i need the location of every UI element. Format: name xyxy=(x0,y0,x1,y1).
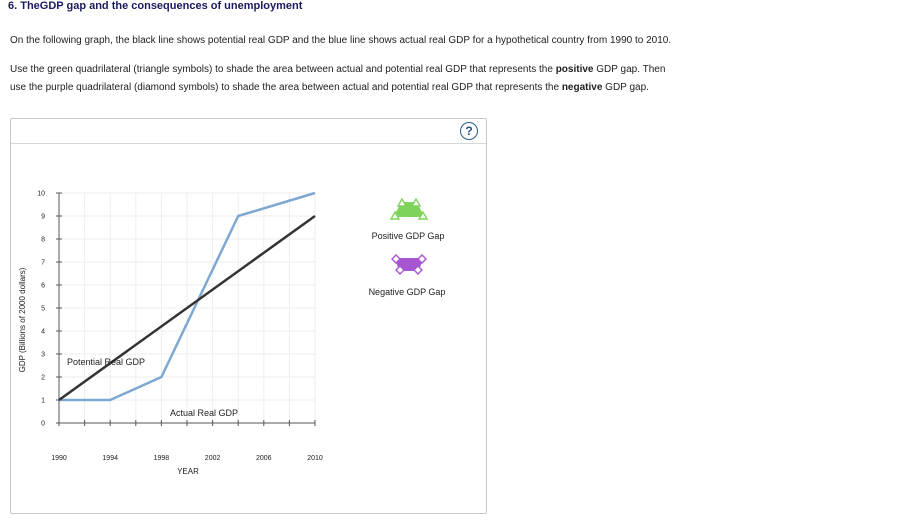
graph-header: ? xyxy=(11,119,486,144)
potential-gdp-line xyxy=(58,214,316,402)
diamond-symbol xyxy=(391,254,401,264)
series xyxy=(58,191,316,402)
x-tick-label: 1994 xyxy=(102,455,118,462)
positive-gap-label: Positive GDP Gap xyxy=(372,231,445,241)
diamond-symbol xyxy=(395,265,405,275)
x-tick-label: 2010 xyxy=(307,455,323,462)
diamond-symbol xyxy=(413,265,423,275)
grid xyxy=(58,192,316,424)
instruction-text: use the purple quadrilateral (diamond sy… xyxy=(10,82,562,93)
x-axis-title: YEAR xyxy=(177,467,199,476)
y-tick-label: 4 xyxy=(41,329,45,336)
diamond-symbol xyxy=(417,254,427,264)
x-tick-label: 1998 xyxy=(154,455,170,462)
y-tick-label: 2 xyxy=(41,375,45,382)
y-axis-title: GDP (Billions of 2000 dollars) xyxy=(18,267,27,372)
instruction-text: GDP gap. xyxy=(602,82,649,93)
y-tick-label: 9 xyxy=(41,214,45,221)
positive-emphasis: positive xyxy=(555,64,594,75)
labels: Potential Real GDP Actual Real GDP xyxy=(67,357,238,418)
instruction-text: GDP gap. Then xyxy=(593,64,666,75)
y-tick-label: 10 xyxy=(37,191,45,198)
instruction-text: Use the green quadrilateral (triangle sy… xyxy=(10,64,556,75)
legend[interactable]: Positive GDP Gap Negative GDP Gap xyxy=(369,197,446,297)
instruction-line-1: Use the green quadrilateral (triangle sy… xyxy=(10,64,665,75)
x-tick-label: 2002 xyxy=(205,455,221,462)
intro-text: On the following graph, the black line s… xyxy=(10,35,672,46)
actual-gdp-line xyxy=(59,191,316,402)
triangle-symbol xyxy=(417,210,429,220)
triangle-symbol xyxy=(389,210,401,220)
help-icon[interactable]: ? xyxy=(460,122,478,140)
triangle-symbol xyxy=(410,197,422,207)
triangle-symbol xyxy=(396,197,408,207)
y-tick-label: 3 xyxy=(41,352,45,359)
y-tick-label: 1 xyxy=(41,398,45,405)
y-tick-label: 7 xyxy=(41,260,45,267)
negative-gap-label: Negative GDP Gap xyxy=(369,287,446,297)
axes: 0 1 2 3 4 5 6 7 8 9 10 1990 1994 1998 2002 2006 2010 YEAR… xyxy=(18,191,323,477)
y-tick-label: 5 xyxy=(41,306,45,313)
graph-panel: ? 0 1 2 3 4 5 6 7 8 9 10 1990 1994 1998 2002 2006 2010 YE… xyxy=(10,118,487,514)
y-tick-label: 6 xyxy=(41,283,45,290)
x-tick-label: 1990 xyxy=(51,455,67,462)
negative-emphasis: negative xyxy=(561,82,603,93)
gdp-chart: 0 1 2 3 4 5 6 7 8 9 10 1990 1994 1998 2002 2006 2010 YEAR… xyxy=(18,191,446,477)
instruction-line-2: use the purple quadrilateral (diamond sy… xyxy=(10,82,649,93)
y-tick-label: 0 xyxy=(41,421,45,428)
y-tick-label: 8 xyxy=(41,237,45,244)
question-title: 6. TheGDP gap and the consequences of un… xyxy=(8,0,303,12)
actual-gdp-label: Actual Real GDP xyxy=(170,408,238,418)
potential-gdp-label: Potential Real GDP xyxy=(67,357,145,367)
x-tick-label: 2006 xyxy=(256,455,272,462)
